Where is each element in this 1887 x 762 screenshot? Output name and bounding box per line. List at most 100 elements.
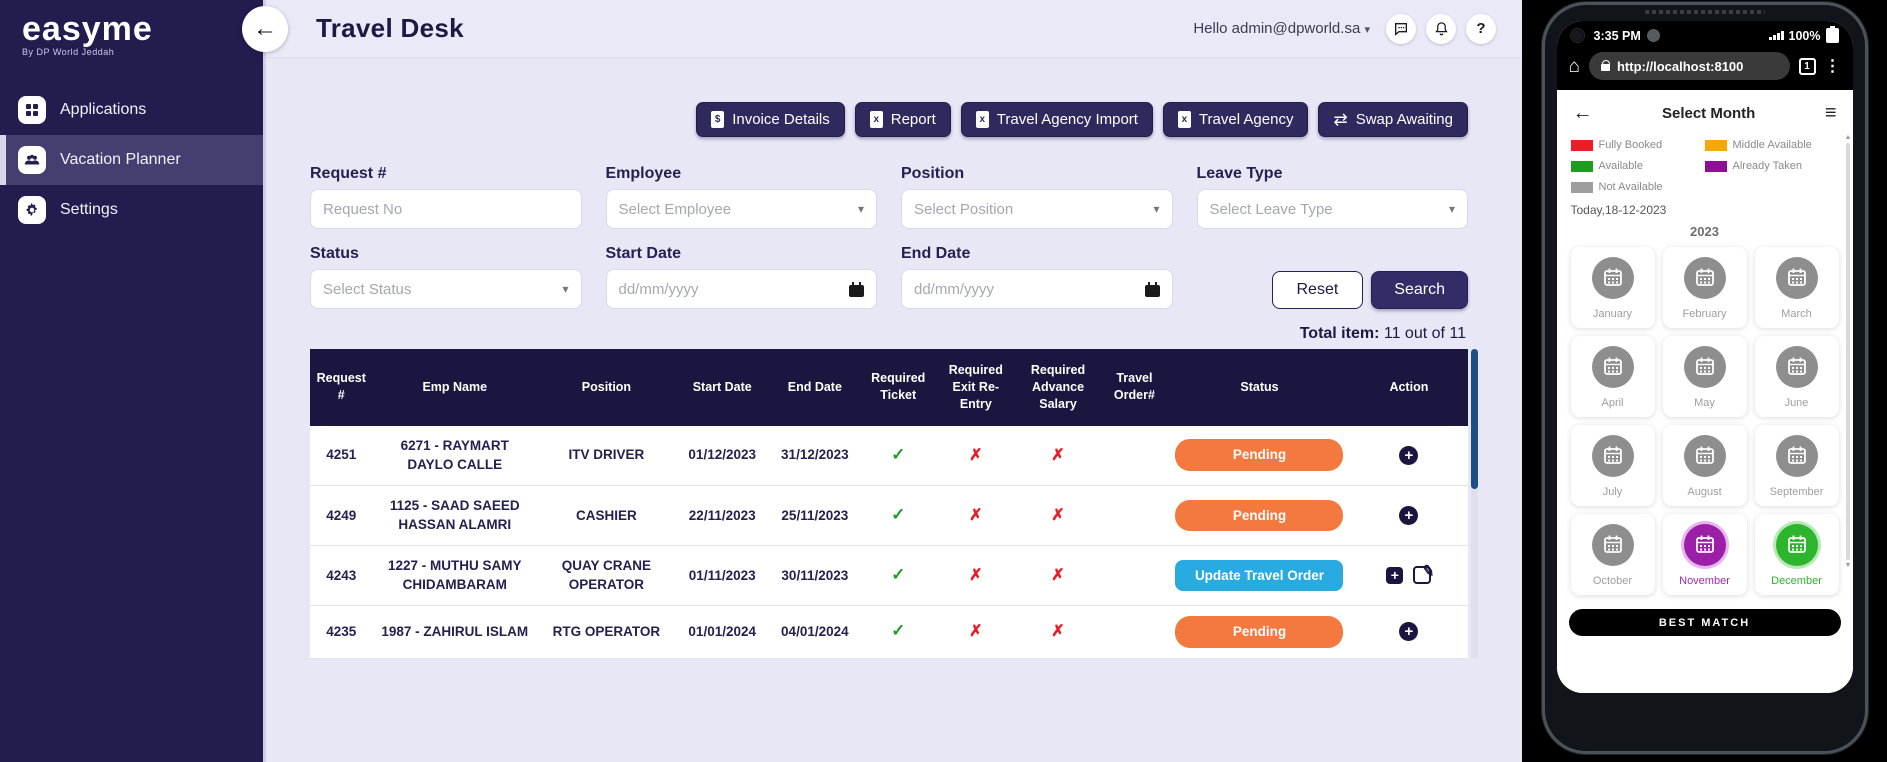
header-right: Hello admin@dpworld.sa ▾ ? bbox=[1193, 14, 1496, 44]
status-badge[interactable]: Pending bbox=[1175, 500, 1343, 532]
employee-label: Employee bbox=[606, 165, 878, 183]
month-card-february[interactable]: February bbox=[1663, 247, 1747, 328]
update-travel-order-button[interactable]: Update Travel Order bbox=[1175, 560, 1343, 592]
employee-select[interactable]: Select Employee▾ bbox=[606, 189, 878, 229]
month-card-november[interactable]: November bbox=[1663, 514, 1747, 595]
start-date-input[interactable] bbox=[619, 281, 850, 298]
swap-awaiting-button[interactable]: ⇄ Swap Awaiting bbox=[1318, 102, 1468, 137]
status-badge[interactable]: Pending bbox=[1175, 439, 1343, 471]
leave-type-select[interactable]: Select Leave Type▾ bbox=[1197, 189, 1469, 229]
calendar-icon[interactable] bbox=[849, 282, 864, 297]
calendar-icon bbox=[1776, 524, 1818, 566]
status-select[interactable]: Select Status▾ bbox=[310, 269, 582, 309]
calendar-icon bbox=[1592, 346, 1634, 388]
battery-icon bbox=[1826, 28, 1839, 43]
bell-icon bbox=[1434, 21, 1449, 36]
calendar-icon[interactable] bbox=[1145, 282, 1160, 297]
col-action: Action bbox=[1350, 349, 1468, 426]
scroll-down-icon[interactable]: ▼ bbox=[1845, 562, 1851, 569]
travel-agency-button[interactable]: x Travel Agency bbox=[1163, 102, 1309, 137]
address-bar[interactable]: http://localhost:8100 bbox=[1589, 52, 1790, 80]
month-card-january[interactable]: January bbox=[1571, 247, 1655, 328]
back-button[interactable]: ← bbox=[242, 6, 288, 52]
add-circle-button[interactable]: + bbox=[1399, 446, 1418, 465]
sidebar-nav: Applications Vacation Planner Settings bbox=[0, 85, 263, 235]
month-card-june[interactable]: June bbox=[1755, 336, 1839, 417]
month-card-october[interactable]: October bbox=[1571, 514, 1655, 595]
col-position: Position bbox=[537, 349, 676, 426]
month-card-april[interactable]: April bbox=[1571, 336, 1655, 417]
cell-start-date: 01/01/2024 bbox=[676, 606, 769, 659]
legend-item: Fully Booked bbox=[1571, 139, 1705, 151]
calendar-icon bbox=[1592, 524, 1634, 566]
calendar-icon bbox=[1684, 257, 1726, 299]
status-badge[interactable]: Pending bbox=[1175, 616, 1343, 648]
search-button[interactable]: Search bbox=[1371, 271, 1468, 309]
col-required-advance: Required Advance Salary bbox=[1016, 349, 1099, 426]
table-header-row: Request # Emp Name Position Start Date E… bbox=[310, 349, 1468, 426]
cell-travel-order bbox=[1100, 606, 1169, 659]
report-button[interactable]: x Report bbox=[855, 102, 951, 137]
month-card-august[interactable]: August bbox=[1663, 425, 1747, 506]
excel-file-icon: x bbox=[870, 111, 883, 128]
edit-button[interactable]: ✎ bbox=[1413, 566, 1431, 584]
sidebar-item-vacation-planner[interactable]: Vacation Planner bbox=[0, 135, 263, 185]
month-card-july[interactable]: July bbox=[1571, 425, 1655, 506]
notifications-button[interactable] bbox=[1426, 14, 1456, 44]
table-row: 4243 1227 - MUTHU SAMY CHIDAMBARAM QUAY … bbox=[310, 545, 1468, 605]
position-label: Position bbox=[901, 165, 1173, 183]
travel-agency-import-button[interactable]: x Travel Agency Import bbox=[961, 102, 1153, 137]
invoice-details-button[interactable]: $ Invoice Details bbox=[696, 102, 845, 137]
check-icon: ✓ bbox=[891, 505, 905, 524]
col-request: Request # bbox=[310, 349, 373, 426]
calendar-icon bbox=[1592, 257, 1634, 299]
scroll-up-icon[interactable]: ▲ bbox=[1845, 134, 1851, 141]
table-scrollbar-thumb[interactable] bbox=[1471, 349, 1478, 489]
add-circle-button[interactable]: + bbox=[1399, 622, 1418, 641]
best-match-button[interactable]: BEST MATCH bbox=[1569, 609, 1841, 636]
app-logo: easyme By DP World Jeddah bbox=[0, 0, 263, 57]
month-card-december[interactable]: December bbox=[1755, 514, 1839, 595]
add-square-button[interactable]: + bbox=[1386, 567, 1403, 584]
help-button[interactable]: ? bbox=[1466, 14, 1496, 44]
col-required-exit: Required Exit Re-Entry bbox=[935, 349, 1016, 426]
sidebar-item-settings[interactable]: Settings bbox=[0, 185, 263, 235]
sidebar-item-label: Applications bbox=[60, 101, 146, 119]
tabs-button[interactable]: 1 bbox=[1799, 58, 1816, 75]
reset-button[interactable]: Reset bbox=[1272, 271, 1364, 309]
phone-scrollbar-track[interactable] bbox=[1846, 143, 1850, 560]
browser-menu-icon[interactable]: ⋮ bbox=[1825, 56, 1841, 76]
sidebar: easyme By DP World Jeddah Applications V… bbox=[0, 0, 266, 762]
cell-start-date: 01/11/2023 bbox=[676, 545, 769, 605]
mobile-app-header: ← Select Month ≡ bbox=[1557, 90, 1853, 133]
sidebar-item-label: Vacation Planner bbox=[60, 151, 181, 169]
phone-scrollbar[interactable]: ▲ ▼ bbox=[1845, 134, 1851, 573]
request-number-input[interactable] bbox=[323, 201, 569, 218]
signal-icon bbox=[1769, 31, 1784, 40]
camera-punch-hole bbox=[1571, 29, 1584, 42]
table-scrollbar[interactable] bbox=[1471, 349, 1478, 659]
add-circle-button[interactable]: + bbox=[1399, 506, 1418, 525]
back-arrow-icon[interactable]: ← bbox=[1573, 102, 1593, 125]
availability-legend: Fully Booked Middle Available Available … bbox=[1557, 133, 1853, 193]
hamburger-menu-icon[interactable]: ≡ bbox=[1825, 102, 1837, 125]
col-start-date: Start Date bbox=[676, 349, 769, 426]
request-number-label: Request # bbox=[310, 165, 582, 183]
cell-emp-name: 6271 - RAYMART DAYLO CALLE bbox=[373, 426, 537, 486]
end-date-input[interactable] bbox=[914, 281, 1145, 298]
cross-icon: ✗ bbox=[969, 623, 982, 640]
home-icon[interactable]: ⌂ bbox=[1569, 57, 1580, 76]
position-select[interactable]: Select Position▾ bbox=[901, 189, 1173, 229]
chat-button[interactable] bbox=[1386, 14, 1416, 44]
month-card-may[interactable]: May bbox=[1663, 336, 1747, 417]
user-menu[interactable]: Hello admin@dpworld.sa ▾ bbox=[1193, 20, 1370, 37]
page-title: Travel Desk bbox=[316, 13, 464, 44]
check-icon: ✓ bbox=[891, 565, 905, 584]
month-card-march[interactable]: March bbox=[1755, 247, 1839, 328]
app-logo-text: easyme bbox=[22, 10, 263, 49]
col-status: Status bbox=[1169, 349, 1350, 426]
month-card-september[interactable]: September bbox=[1755, 425, 1839, 506]
month-grid: January February March April May June Ju… bbox=[1557, 245, 1853, 601]
question-icon: ? bbox=[1476, 20, 1485, 37]
sidebar-item-applications[interactable]: Applications bbox=[0, 85, 263, 135]
